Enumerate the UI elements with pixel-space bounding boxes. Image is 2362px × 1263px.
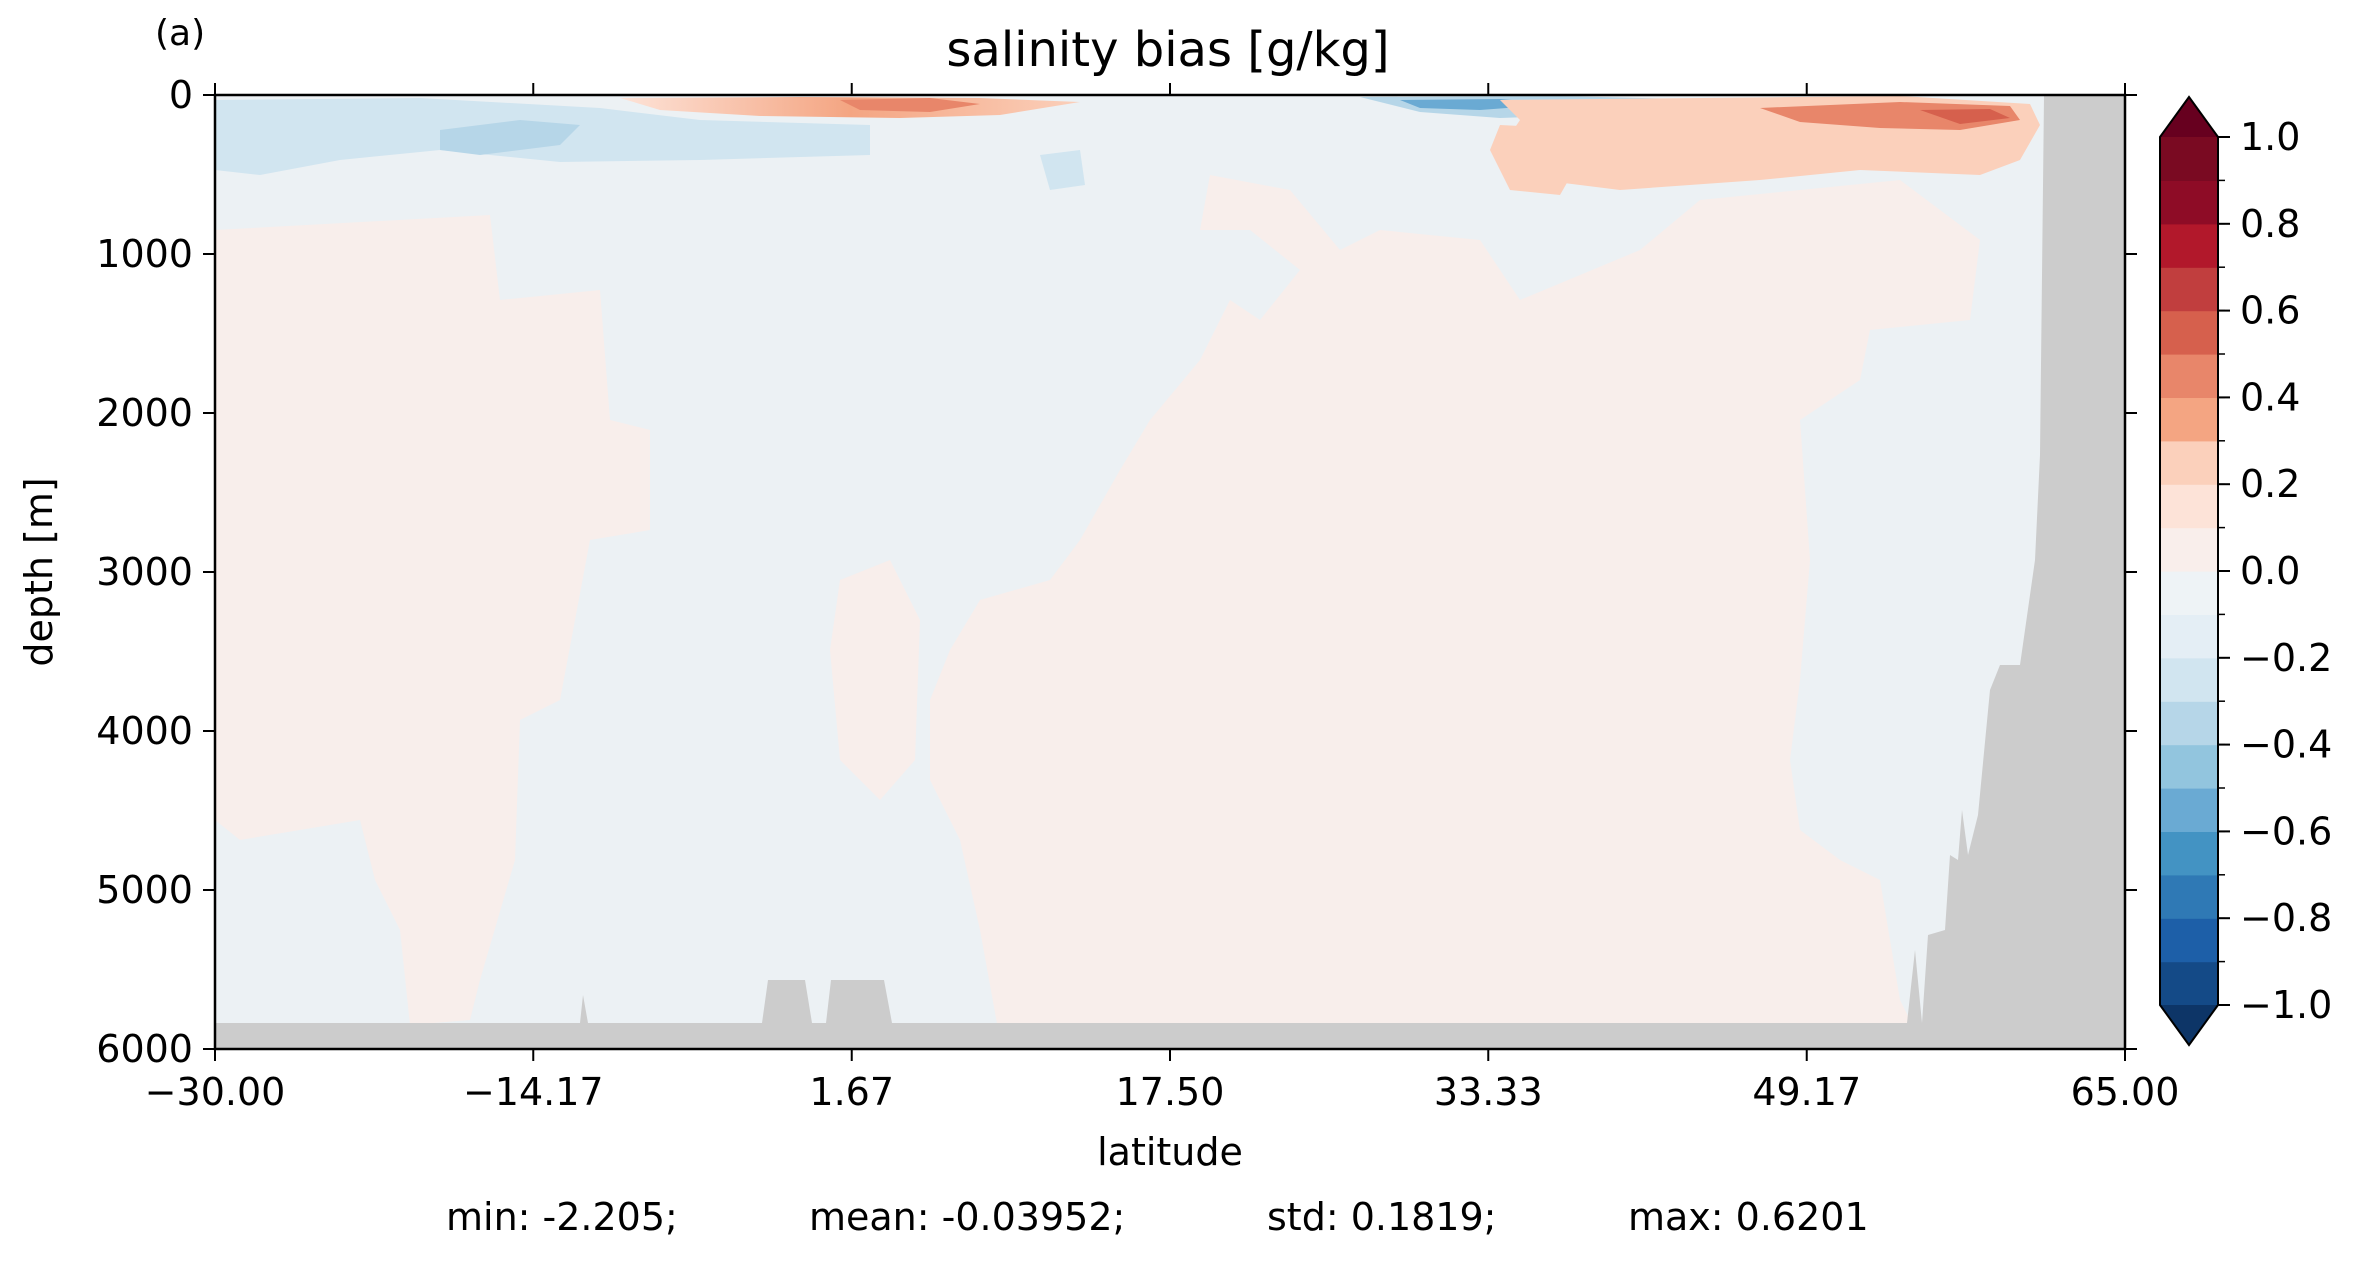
colorbar-swatch <box>2160 788 2218 832</box>
surface-positive-core-equator <box>840 98 980 112</box>
colorbar-tick-label: −1.0 <box>2240 983 2332 1027</box>
positive-bias-region-north <box>930 175 1980 1040</box>
y-tick-label: 3000 <box>96 550 193 594</box>
colorbar-tick-label: 0.6 <box>2240 289 2300 333</box>
colorbar-tick-label: −0.4 <box>2240 723 2332 767</box>
colorbar-swatch <box>2160 831 2218 876</box>
colorbar-tick-label: 0.4 <box>2240 375 2300 419</box>
stat-min: min: -2.205; <box>446 1195 678 1239</box>
colorbar-extend-min <box>2160 1005 2218 1045</box>
x-axis: −30.00 −14.17 1.67 17.50 33.33 49.17 65.00 <box>145 83 2180 1114</box>
colorbar-swatch <box>2160 961 2218 1006</box>
x-tick-label: 1.67 <box>809 1070 894 1114</box>
x-tick-label: 33.33 <box>1434 1070 1543 1114</box>
colorbar-swatch <box>2160 397 2218 442</box>
colorbar-swatch <box>2160 310 2218 355</box>
y-tick-label: 6000 <box>96 1027 193 1071</box>
x-axis-label: latitude <box>1097 1130 1243 1174</box>
surface-negative-core-south <box>440 120 580 155</box>
colorbar-swatch <box>2160 571 2218 615</box>
colorbar-swatch <box>2160 354 2218 398</box>
y-axis: 0 1000 2000 3000 4000 5000 6000 <box>96 73 2137 1071</box>
surface-negative-patch <box>1040 150 1085 190</box>
surface-positive-peak-subpolar <box>1920 109 2010 124</box>
land-mask <box>215 96 2125 1049</box>
panel-label: (a) <box>155 13 205 54</box>
stat-max: max: 0.6201 <box>1628 1195 1869 1239</box>
colorbar-swatch <box>2160 874 2218 919</box>
colorbar-extend-max <box>2160 97 2218 137</box>
x-tick-label: 17.50 <box>1116 1070 1225 1114</box>
colorbar-swatch <box>2160 223 2218 268</box>
colorbar: 1.0 0.8 0.6 0.4 0.2 0.0 −0.2 −0.4 −0.6 −0.8 −1.0 <box>2159 95 2332 1047</box>
colorbar-swatch <box>2160 180 2218 225</box>
x-tick-label: −30.00 <box>145 1070 286 1114</box>
colorbar-swatch <box>2160 267 2218 312</box>
chart-title: salinity bias [g/kg] <box>946 22 1389 78</box>
colorbar-swatch <box>2160 614 2218 659</box>
colorbar-swatch <box>2160 527 2218 572</box>
colorbar-tick-label: 0.0 <box>2240 549 2300 593</box>
positive-bias-blob-mid <box>830 560 920 800</box>
salinity-bias-field <box>215 95 2125 1049</box>
surface-positive-core-subpolar <box>1760 102 2020 130</box>
colorbar-tick-label: 0.8 <box>2240 202 2300 246</box>
y-tick-label: 2000 <box>96 391 193 435</box>
y-tick-label: 0 <box>169 73 193 117</box>
colorbar-tick-label: −0.2 <box>2240 636 2332 680</box>
colorbar-tick-label: 1.0 <box>2240 115 2300 159</box>
colorbar-tick-label: 0.2 <box>2240 462 2300 506</box>
y-axis-label: depth [m] <box>17 477 61 666</box>
x-tick-label: 49.17 <box>1752 1070 1861 1114</box>
positive-bias-region-south <box>215 215 650 1025</box>
colorbar-tick-label: −0.8 <box>2240 896 2332 940</box>
colorbar-swatch <box>2160 918 2218 963</box>
colorbar-swatch <box>2160 701 2218 746</box>
y-tick-label: 1000 <box>96 232 193 276</box>
colorbar-swatch <box>2160 137 2218 181</box>
y-tick-label: 4000 <box>96 709 193 753</box>
x-tick-label: 65.00 <box>2071 1070 2180 1114</box>
stat-mean: mean: -0.03952; <box>809 1195 1126 1239</box>
colorbar-tick-label: −0.6 <box>2240 809 2332 853</box>
colorbar-swatch <box>2160 484 2218 529</box>
colorbar-swatch <box>2160 440 2218 485</box>
y-tick-label: 5000 <box>96 868 193 912</box>
x-tick-label: −14.17 <box>463 1070 604 1114</box>
colorbar-swatch <box>2160 744 2218 789</box>
stat-std: std: 0.1819; <box>1267 1195 1497 1239</box>
colorbar-swatch <box>2160 657 2218 702</box>
